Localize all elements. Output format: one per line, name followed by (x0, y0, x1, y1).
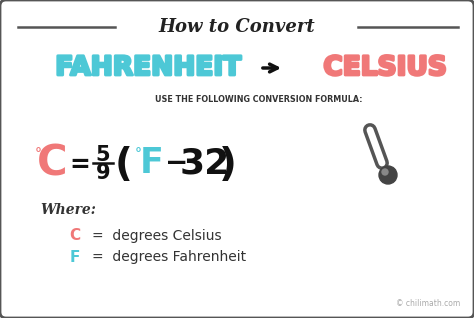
Text: F: F (70, 250, 80, 265)
Text: USE THE FOLLOWING CONVERSION FORMULA:: USE THE FOLLOWING CONVERSION FORMULA: (155, 95, 363, 105)
Text: FAHRENHEIT: FAHRENHEIT (55, 55, 241, 81)
Text: =  degrees Fahrenheit: = degrees Fahrenheit (92, 250, 246, 264)
Text: 9: 9 (96, 163, 110, 183)
Text: ): ) (219, 146, 237, 184)
Text: 32: 32 (180, 146, 230, 180)
Text: C: C (69, 229, 81, 244)
Circle shape (379, 166, 397, 184)
Text: °: ° (135, 147, 142, 161)
Text: © chilimath.com: © chilimath.com (396, 299, 460, 308)
Text: F: F (140, 146, 164, 180)
Text: °: ° (35, 147, 42, 161)
Text: =: = (70, 153, 91, 177)
Text: How to Convert: How to Convert (159, 18, 315, 36)
Text: 5: 5 (96, 145, 110, 165)
Circle shape (382, 169, 388, 175)
Text: =  degrees Celsius: = degrees Celsius (92, 229, 222, 243)
Text: Where:: Where: (40, 203, 96, 217)
Text: CELSIUS: CELSIUS (323, 55, 447, 81)
Text: C: C (36, 142, 67, 184)
Text: −: − (165, 149, 189, 177)
Text: (: ( (115, 146, 133, 184)
